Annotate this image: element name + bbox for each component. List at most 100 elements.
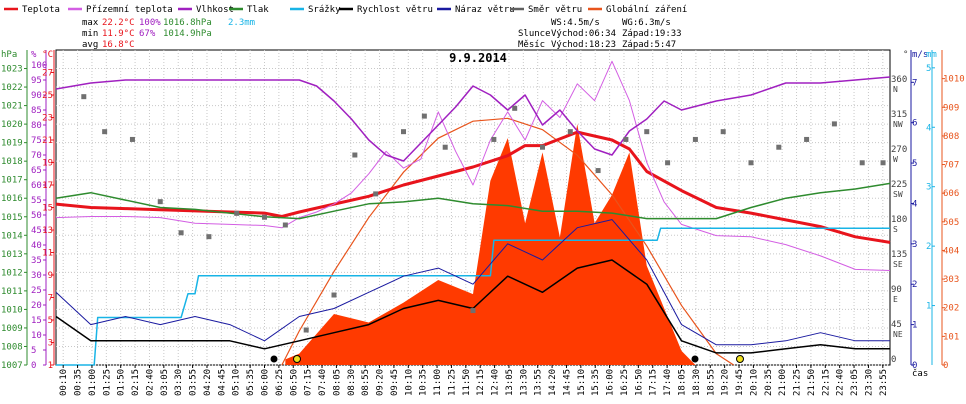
x-tick-label: 03:05 [160,369,170,396]
stat-avg-temp: 16.8°C [102,40,135,50]
stat-max-press: 1016.8hPa [163,18,212,28]
x-tick-label: 01:00 [88,369,98,396]
percent-tick-label: 45 [31,226,42,236]
direction-name-label: NW [893,120,903,129]
sunset-marker-icon [736,355,744,363]
direction-tick-label: 0 [891,355,896,365]
moon-label: Měsíc [518,40,545,50]
x-tick-label: 23:30 [864,369,874,396]
x-tick-label: 21:50 [807,369,817,396]
x-tick-label: 18:55 [706,369,716,396]
x-tick-label: 14:20 [548,369,558,396]
direction-tick-label: 135 [891,250,907,260]
speed-tick-label: 4 [912,199,917,209]
speed-tick-label: 6 [912,119,917,129]
celsius-tick-label: 27 [42,69,53,79]
moon-rise: Východ:18:23 [551,40,616,50]
celsius-tick-label: 3 [48,339,53,349]
x-tick-label: 17:40 [663,369,673,396]
percent-tick-label: 70 [31,151,42,161]
hpa-tick-label: 1017 [1,176,23,186]
hpa-tick-label: 1014 [1,231,23,241]
wind-direction-point [880,160,886,166]
x-tick-label: 04:45 [217,369,227,396]
hpa-tick-label: 1018 [1,157,23,167]
stat-max-hum: 100% [139,18,161,28]
moonrise-marker-icon [691,355,699,363]
wind-direction-point [692,136,698,142]
x-tick-label: 15:10 [577,369,587,396]
series-percent-line [55,76,891,162]
direction-name-label: S [893,225,898,234]
hpa-tick-label: 1010 [1,305,23,315]
hpa-tick-label: 1020 [1,120,23,130]
x-tick-label: 13:05 [505,369,515,396]
celsius-tick-label: 7 [48,294,53,304]
x-tick-label: 05:35 [246,369,256,396]
wind-direction-point [567,129,573,135]
percent-tick-label: 5 [31,346,36,356]
direction-name-label: E [893,295,898,304]
wind-direction-point [401,129,406,135]
direction-tick-label: 225 [891,180,907,190]
radiation-tick-label: 303 [943,275,959,285]
hpa-tick-label: 1009 [1,324,23,334]
x-tick-label: 03:30 [174,369,184,396]
wind-direction-point [234,210,240,216]
celsius-tick-label: 17 [42,181,53,191]
moon-set: Západ:5:47 [622,40,676,50]
celsius-tick-label: 19 [42,159,53,169]
x-axis-label: čas [912,368,928,379]
percent-tick-label: 100 [31,61,47,71]
wind-direction-point [352,152,358,158]
x-tick-label: 06:00 [261,369,271,396]
x-tick-label: 06:25 [275,369,285,396]
radiation-tick-label: 101 [943,332,959,342]
stat-rain: 2.3mm [228,18,255,28]
x-tick-label: 10:10 [404,369,414,396]
x-tick-label: 21:00 [778,369,788,396]
legend-label: Srážky [308,5,341,15]
hpa-tick-label: 1007 [1,361,23,371]
legend-label: Přízemní teplota [86,5,173,15]
speed-tick-label: 0 [912,361,917,371]
x-tick-label: 08:55 [361,369,371,396]
wind-direction-point [595,168,601,174]
speed-tick-label: 2 [912,280,917,290]
direction-name-label: SW [893,190,903,199]
x-tick-label: 20:35 [764,369,774,396]
sun-label: Slunce [518,29,551,39]
x-tick-label: 16:25 [620,369,630,396]
x-tick-label: 22:15 [821,369,831,396]
sunrise-marker-icon [293,355,301,363]
x-tick-label: 19:20 [721,369,731,396]
wind-direction-point [470,308,476,314]
x-tick-label: 08:05 [332,369,342,396]
x-tick-label: 06:50 [289,369,299,396]
wind-direction-point [157,199,163,205]
x-tick-label: 18:30 [692,369,702,396]
percent-tick-label: 30 [31,271,42,281]
stat-min-label: min [82,29,98,39]
celsius-tick-label: 9 [48,271,53,281]
radiation-tick-label: 505 [943,218,959,228]
hpa-tick-label: 1019 [1,139,23,149]
direction-tick-label: 180 [891,215,907,225]
direction-tick-label: 315 [891,110,907,120]
percent-tick-label: 95 [31,76,42,86]
x-tick-label: 11:00 [433,369,443,396]
percent-tick-label: 85 [31,106,42,116]
percent-tick-label: 60 [31,181,42,191]
stat-min-press: 1014.9hPa [163,29,212,39]
x-tick-label: 23:55 [879,369,889,396]
percent-tick-label: 55 [31,196,42,206]
x-tick-label: 00:35 [74,369,84,396]
wind-direction-point [623,136,629,142]
legend-label: Globální záření [606,5,687,15]
wind-direction-point [831,121,837,127]
radiation-tick-label: 202 [943,304,959,314]
moonset-marker-icon [270,355,278,363]
rain-unit-label: mm [926,50,937,60]
speed-tick-label: 5 [912,159,917,169]
wind-direction-point [442,144,448,150]
